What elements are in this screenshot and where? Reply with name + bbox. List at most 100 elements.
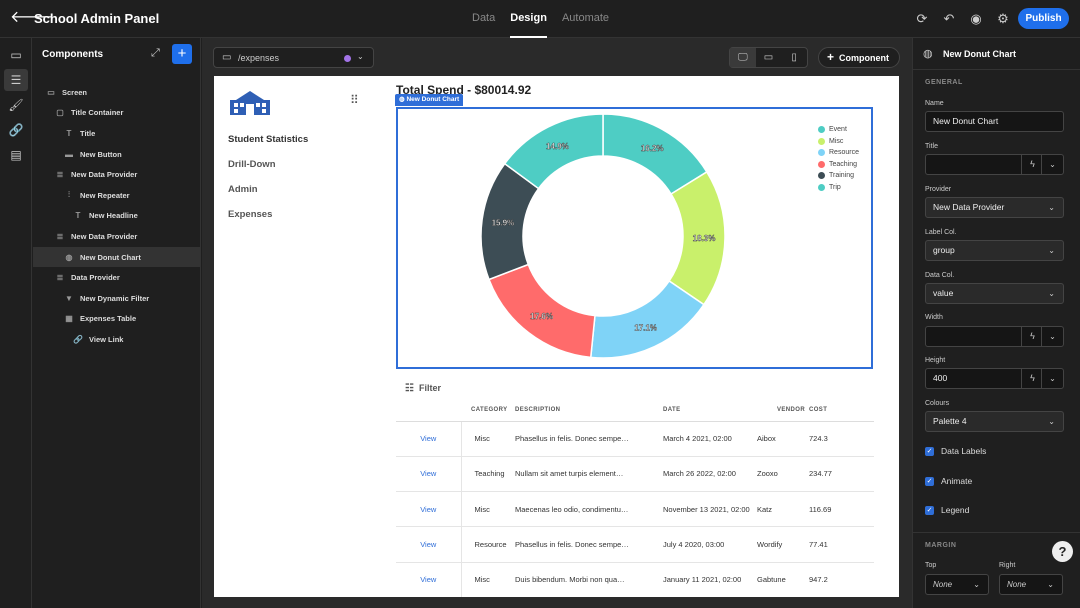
tree-node-label: Data Provider [71, 273, 120, 283]
expand-icon[interactable]: ⤢ [151, 47, 160, 59]
table-row: View Misc Maecenas leo odio, condimentu… No… [396, 491, 874, 528]
provider-select[interactable]: New Data Provider ⌄ [925, 197, 1064, 218]
data-col-select[interactable]: value ⌄ [925, 283, 1064, 304]
tree-node[interactable]: ≣ New Data Provider [33, 164, 201, 185]
donut-slice-resource[interactable] [589, 279, 705, 359]
tree-node[interactable]: T New Headline [33, 206, 201, 227]
components-panel: Components ⤢ + ▭ Screen ▢ Title Container T T… [33, 38, 201, 608]
view-link[interactable]: View [396, 491, 462, 528]
legend-label: Resource [829, 149, 859, 157]
tree-node[interactable]: T Title [33, 123, 201, 144]
view-link[interactable]: View [396, 562, 462, 597]
header-vendor[interactable]: VENDOR [757, 399, 809, 422]
tree-node[interactable]: 🔗 View Link [33, 329, 201, 350]
components-list-icon[interactable]: ☰ [4, 69, 28, 91]
legend-item[interactable]: Teaching [818, 159, 859, 171]
tree-node-label: New Data Provider [71, 231, 138, 241]
margin-top-select[interactable]: None ⌄ [925, 574, 989, 595]
theme-brush-icon[interactable]: 🖌 [8, 98, 24, 112]
desktop-icon[interactable]: 🖵 [730, 48, 756, 67]
height-value: 400 [933, 373, 948, 383]
nav-expenses[interactable]: Expenses [228, 209, 273, 220]
button-icon: ▬ [65, 149, 73, 159]
category-cell: Resource [461, 526, 515, 563]
tab-design[interactable]: Design [510, 0, 547, 38]
table-icon: ▦ [65, 314, 73, 324]
tab-data[interactable]: Data [472, 12, 496, 24]
tree-node[interactable]: ◍ New Donut Chart [33, 246, 201, 268]
vendor-cell: Aibox [757, 421, 809, 457]
tree-node[interactable]: ⫶ New Repeater [33, 185, 201, 206]
settings-icon[interactable]: ⚙ [997, 11, 1009, 26]
header-date[interactable]: DATE [663, 399, 757, 422]
tree-node[interactable]: ≣ Data Provider [33, 267, 201, 288]
chevron-down-icon[interactable]: ⌄ [1041, 155, 1063, 174]
label-col-select[interactable]: group ⌄ [925, 240, 1064, 261]
tree-node[interactable]: ▭ Screen [33, 82, 201, 103]
height-field[interactable]: 400 ϟ ⌄ [925, 368, 1064, 389]
colours-select[interactable]: Palette 4 ⌄ [925, 411, 1064, 432]
view-link[interactable]: View [396, 456, 462, 493]
undo-icon[interactable]: ↶ [943, 11, 955, 26]
chevron-down-icon: ⌄ [1048, 417, 1055, 426]
layout-icon[interactable]: ▤ [10, 148, 22, 162]
nav-admin[interactable]: Admin [228, 184, 258, 195]
provider-value: New Data Provider [933, 202, 1005, 212]
donut-slice-trip[interactable] [503, 113, 604, 190]
lightning-bind-icon[interactable]: ϟ [1021, 155, 1043, 174]
lightning-bind-icon[interactable]: ϟ [1021, 327, 1043, 346]
text-icon: T [75, 211, 81, 221]
legend-item[interactable]: Misc [818, 136, 859, 148]
nav-student-statistics[interactable]: Student Statistics [228, 134, 309, 145]
margin-right-select[interactable]: None ⌄ [999, 574, 1063, 595]
header-description[interactable]: DESCRIPTION [515, 399, 663, 422]
database-icon: ≣ [56, 231, 64, 241]
legend-item[interactable]: Trip [818, 182, 859, 194]
add-component-toolbar-button[interactable]: + Component [818, 47, 900, 68]
component-tree: ▭ Screen ▢ Title Container T Title ▬ New Button… [33, 82, 201, 350]
lightning-bind-icon[interactable]: ϟ [1021, 369, 1043, 388]
slice-label: 17.6% [530, 312, 553, 321]
category-cell: Misc [461, 421, 515, 457]
back-arrow-icon[interactable]: 🡐 [10, 9, 53, 26]
tree-node[interactable]: ≣ New Data Provider [33, 226, 201, 247]
link-icon[interactable]: 🔗 [8, 123, 24, 137]
view-link[interactable]: View [396, 526, 462, 563]
legend-item[interactable]: Training [818, 170, 859, 182]
data-labels-checkbox[interactable]: ✓ Data Labels [925, 446, 986, 456]
tree-node[interactable]: ▦ Expenses Table [33, 309, 201, 330]
header-category[interactable]: CATEGORY [461, 399, 515, 422]
header-cost[interactable]: COST [809, 399, 874, 422]
mobile-icon[interactable]: ▯ [791, 52, 797, 63]
filter-button[interactable]: ☷ Filter [405, 383, 441, 394]
text-icon: T [66, 128, 72, 138]
add-component-button[interactable]: + [172, 44, 192, 64]
chevron-down-icon[interactable]: ⌄ [1041, 327, 1063, 346]
tree-node[interactable]: ▼ New Dynamic Filter [33, 288, 201, 309]
view-link[interactable]: View [396, 421, 462, 457]
tablet-icon[interactable]: ▭ [763, 52, 774, 63]
chevron-down-icon[interactable]: ⌄ [1041, 369, 1063, 388]
animate-checkbox[interactable]: ✓ Animate [925, 476, 972, 486]
help-button[interactable]: ? [1052, 541, 1073, 562]
screens-icon[interactable]: ▭ [10, 48, 22, 62]
legend-item[interactable]: Resource [818, 147, 859, 159]
donut-chart[interactable]: 16.2% 18.3% 17.1% 17.6% 15.9% 14.9% Event Misc… [396, 107, 873, 369]
title-field[interactable]: ϟ ⌄ [925, 154, 1064, 175]
refresh-icon[interactable]: ⟳ [916, 11, 928, 26]
legend-item[interactable]: Event [818, 124, 859, 136]
name-field[interactable]: New Donut Chart [925, 111, 1064, 132]
donut-slice-teaching[interactable] [488, 263, 596, 359]
tab-automate[interactable]: Automate [561, 12, 610, 24]
legend-checkbox[interactable]: ✓ Legend [925, 505, 969, 515]
chevron-down-icon: ⌄ [973, 580, 980, 589]
nav-drill-down[interactable]: Drill-Down [228, 159, 276, 170]
publish-button[interactable]: Publish [1018, 8, 1069, 29]
route-selector[interactable]: ▭ /expenses ⌄ [213, 47, 374, 68]
tree-node[interactable]: ▬ New Button [33, 144, 201, 165]
tree-node[interactable]: ▢ Title Container [33, 103, 201, 124]
preview-eye-icon[interactable]: ◉ [970, 11, 982, 26]
legend-label: Misc [829, 137, 844, 145]
width-field[interactable]: ϟ ⌄ [925, 326, 1064, 347]
apps-grid-icon[interactable]: ⠿ [350, 93, 359, 107]
